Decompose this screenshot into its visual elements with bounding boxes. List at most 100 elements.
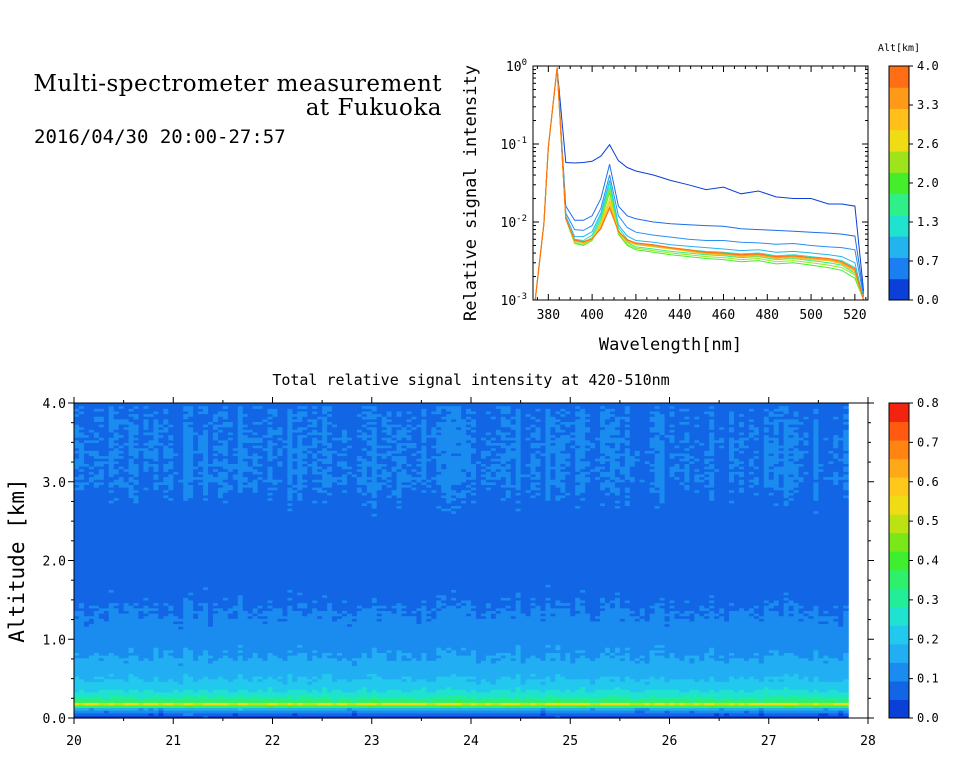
heatmap-cell	[456, 702, 462, 706]
heatmap-cell	[317, 710, 323, 714]
heatmap-cell	[500, 707, 507, 711]
heatmap-cell	[118, 707, 125, 711]
heatmap-cell	[337, 704, 343, 709]
heatmap-cell	[793, 712, 800, 716]
spectrum-series-2	[534, 67, 865, 301]
heatmap-cell	[212, 707, 219, 711]
heatmap-cell	[133, 710, 140, 714]
heatmap-cell	[78, 699, 85, 703]
heatmap-cell	[545, 702, 551, 706]
heatmap-cell	[267, 710, 274, 714]
heatmap-cell	[257, 704, 264, 709]
heatmap-cell	[565, 712, 571, 716]
heatmap-cell	[148, 702, 154, 706]
heatmap-cell	[530, 702, 537, 706]
heatmap-cell	[207, 704, 214, 709]
heatmap-cell	[466, 712, 472, 716]
heatmap-cell	[411, 704, 418, 709]
heatmap-cell	[257, 702, 264, 706]
heatmap-cell	[500, 704, 507, 709]
heatmap-cell	[446, 710, 452, 714]
heatmap-cell	[351, 707, 358, 711]
heatmap-cell	[401, 704, 408, 709]
heatmap-cell	[654, 715, 661, 719]
heatmap-cell	[838, 715, 844, 719]
heatmap-cell	[585, 707, 591, 711]
heatmap-cell	[361, 715, 368, 719]
heatmap-cell	[590, 712, 596, 716]
heatmap-cell	[128, 707, 135, 711]
heatmap-cell	[237, 707, 244, 711]
heatmap-cell	[738, 707, 745, 711]
heatmap-cell	[649, 702, 656, 706]
heatmap-cell	[471, 707, 477, 711]
heatmap-cell	[337, 712, 343, 716]
heatmap-cell	[396, 704, 403, 709]
heatmap-cell	[729, 715, 735, 719]
heatmap-cell	[545, 712, 551, 716]
heatmap-cell	[748, 712, 755, 716]
heatmap-cell	[173, 712, 179, 716]
heatmap-cell	[391, 710, 398, 714]
heatmap-cell	[158, 702, 164, 706]
heatmap-cell	[168, 712, 174, 716]
heatmap-cell	[381, 702, 388, 706]
heatmap-cell	[421, 707, 427, 711]
heatmap-cell	[188, 707, 194, 711]
y-axis-label: Relative signal intensity	[461, 65, 481, 321]
heatmap-cell	[212, 702, 219, 706]
heatmap-cell	[813, 704, 819, 709]
heatmap-cell	[550, 712, 556, 716]
heatmap-cell	[153, 702, 159, 706]
heatmap-cell	[138, 715, 145, 719]
heatmap-cell	[312, 710, 318, 714]
heatmap-cell	[93, 702, 100, 706]
heatmap-cell	[773, 710, 780, 714]
heatmap-cell	[704, 710, 710, 714]
heatmap-cell	[98, 702, 105, 706]
heatmap-cell	[729, 712, 735, 716]
heatmap-cell	[113, 715, 120, 719]
heatmap-cell	[743, 712, 750, 716]
heatmap-cell	[654, 712, 661, 716]
heatmap-cell	[694, 704, 700, 709]
heatmap-cell	[813, 707, 819, 711]
heatmap-cell	[203, 707, 209, 711]
heatmap-cell	[237, 715, 244, 719]
heatmap-cell	[183, 715, 189, 719]
heatmap-cell	[446, 707, 452, 711]
heatmap-cell	[783, 702, 790, 706]
heatmap-cell	[674, 707, 681, 711]
heatmap-cell	[252, 710, 259, 714]
heatmap-cell	[381, 704, 388, 709]
heatmap-cell	[714, 712, 720, 716]
heatmap-cell	[734, 712, 740, 716]
heatmap-cell	[361, 707, 368, 711]
heatmap-cell	[609, 704, 616, 709]
heatmap-cell	[113, 702, 120, 706]
heatmap-cell	[356, 712, 363, 716]
heatmap-cell	[183, 707, 189, 711]
heatmap-cell	[604, 704, 611, 709]
heatmap-cell	[734, 707, 740, 711]
heatmap-cell	[108, 704, 115, 709]
heatmap-cell	[689, 712, 695, 716]
heatmap-cell	[669, 702, 676, 706]
heatmap-cell	[212, 712, 219, 716]
heatmap-cell	[475, 710, 482, 714]
title-line-2: at Fukuoka	[305, 95, 442, 121]
heatmap-cell	[724, 712, 730, 716]
heatmap-cell	[297, 712, 303, 716]
heatmap-cell	[600, 707, 606, 711]
heatmap-cell	[108, 707, 115, 711]
heatmap-cell	[237, 704, 244, 709]
heatmap-cell	[684, 712, 690, 716]
heatmap-cell	[193, 707, 199, 711]
heatmap-cell	[421, 704, 427, 709]
heatmap-cell	[525, 702, 532, 706]
heatmap-cell	[649, 712, 656, 716]
heatmap-cell	[778, 704, 785, 709]
heatmap-cell	[287, 704, 293, 709]
heatmap-cell	[634, 712, 641, 716]
heatmap-cell	[431, 712, 437, 716]
